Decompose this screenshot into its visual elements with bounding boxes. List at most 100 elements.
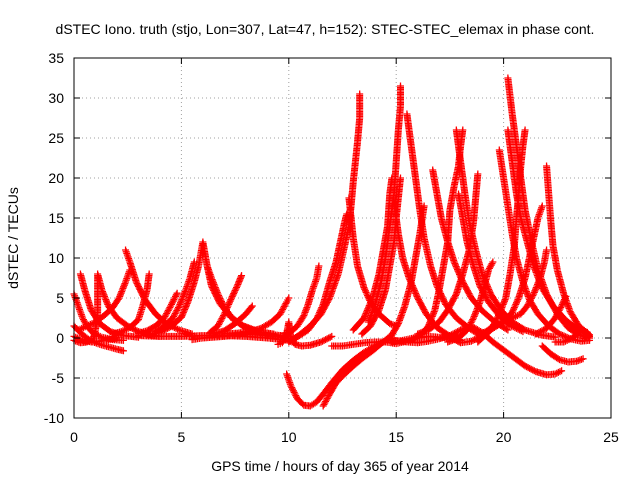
data-point	[315, 262, 323, 270]
y-tick-label: 0	[56, 330, 64, 346]
data-point	[410, 286, 418, 294]
data-point	[551, 370, 559, 378]
data-point	[479, 272, 487, 280]
data-point	[529, 366, 537, 374]
data-point	[285, 294, 293, 302]
data-point	[217, 316, 225, 324]
data-point	[226, 297, 234, 305]
x-tick-label: 0	[70, 429, 78, 445]
data-point	[247, 303, 255, 311]
data-point	[509, 307, 517, 315]
data-point	[485, 287, 493, 295]
data-point	[165, 305, 173, 313]
data-point	[511, 324, 519, 332]
data-point	[557, 331, 565, 339]
y-tick-label: 5	[56, 290, 64, 306]
data-point	[529, 292, 537, 299]
data-point	[215, 293, 223, 301]
data-point	[494, 312, 502, 319]
data-point	[368, 296, 376, 304]
data-point	[509, 323, 517, 331]
data-point	[523, 302, 531, 310]
data-point	[225, 299, 233, 307]
data-point	[562, 292, 570, 300]
y-tick-label: 20	[48, 170, 64, 186]
series-track	[74, 266, 134, 334]
data-point	[292, 392, 300, 400]
data-point	[171, 292, 179, 300]
x-tick-label: 25	[603, 429, 619, 445]
data-point	[508, 322, 516, 330]
data-point	[554, 308, 562, 316]
data-point	[406, 276, 414, 284]
data-point	[174, 304, 182, 311]
data-point	[360, 314, 368, 322]
data-point	[452, 328, 460, 336]
data-point	[506, 321, 514, 329]
data-point	[524, 364, 532, 372]
data-point	[407, 279, 415, 287]
data-point	[322, 398, 330, 405]
data-point	[410, 285, 418, 293]
data-point	[408, 282, 416, 290]
data-point	[558, 300, 566, 308]
data-point	[221, 308, 229, 316]
data-point	[459, 126, 467, 134]
data-point	[554, 368, 562, 376]
data-point	[319, 402, 327, 410]
data-point	[451, 329, 459, 337]
data-point	[556, 368, 564, 376]
data-point	[289, 385, 297, 393]
data-point	[396, 82, 404, 90]
data-point	[362, 288, 370, 296]
data-point	[447, 331, 455, 339]
data-point	[552, 313, 560, 320]
data-point	[218, 315, 226, 322]
data-point	[216, 318, 224, 325]
data-point	[361, 287, 369, 295]
data-point	[452, 261, 460, 269]
data-point	[364, 293, 372, 301]
data-point	[233, 284, 241, 292]
data-point	[535, 328, 543, 336]
data-point	[560, 332, 568, 340]
series-track	[76, 270, 142, 341]
data-point	[163, 310, 171, 317]
data-point	[412, 289, 420, 297]
y-tick-label: 15	[48, 210, 64, 226]
data-point	[173, 289, 181, 297]
data-point	[164, 307, 172, 314]
data-point	[511, 302, 519, 310]
axis-ticks	[73, 57, 612, 419]
data-point	[323, 335, 331, 343]
data-point	[517, 327, 525, 335]
data-point	[367, 297, 375, 305]
data-point	[361, 312, 369, 320]
data-point	[512, 324, 520, 332]
data-point	[408, 280, 416, 288]
data-point	[452, 291, 460, 299]
data-point	[161, 326, 169, 334]
data-point	[439, 296, 447, 304]
data-point	[290, 388, 298, 396]
data-point	[361, 285, 369, 293]
data-point	[169, 314, 177, 322]
data-point	[278, 307, 286, 315]
series-track	[390, 322, 566, 379]
data-point	[362, 309, 370, 317]
data-point	[469, 316, 477, 323]
data-point	[559, 299, 567, 307]
data-point	[356, 90, 364, 98]
series-track	[538, 342, 587, 366]
data-point	[579, 355, 587, 363]
data-point	[167, 302, 175, 310]
data-point	[320, 336, 328, 344]
data-point	[172, 324, 180, 332]
data-point	[361, 311, 369, 319]
data-point	[174, 325, 182, 333]
data-point	[555, 307, 563, 314]
data-point	[217, 296, 225, 304]
y-tick-label: 10	[48, 250, 64, 266]
data-point	[512, 300, 520, 308]
